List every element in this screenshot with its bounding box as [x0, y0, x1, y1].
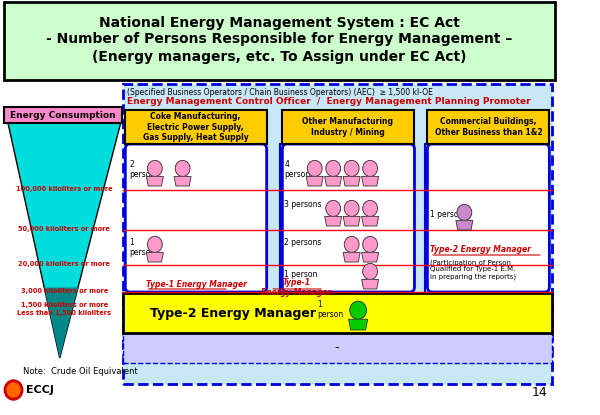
- Bar: [283, 110, 415, 144]
- Circle shape: [7, 383, 20, 397]
- Polygon shape: [362, 216, 379, 226]
- Polygon shape: [362, 176, 379, 186]
- Circle shape: [344, 200, 359, 216]
- Bar: [125, 110, 266, 144]
- Polygon shape: [343, 252, 360, 262]
- Text: 14: 14: [532, 386, 548, 398]
- Polygon shape: [146, 252, 163, 262]
- Text: 4
persons: 4 persons: [284, 160, 314, 179]
- Circle shape: [344, 161, 359, 176]
- Circle shape: [307, 161, 322, 176]
- Text: Coke Manufacturing,
Electric Power Supply,
Gas Supply, Heat Supply: Coke Manufacturing, Electric Power Suppl…: [143, 112, 248, 142]
- Polygon shape: [456, 220, 473, 230]
- Text: Other Manufacturing
Industry / Mining: Other Manufacturing Industry / Mining: [302, 117, 394, 137]
- Circle shape: [326, 200, 341, 216]
- Circle shape: [350, 301, 367, 319]
- Polygon shape: [44, 288, 78, 358]
- Text: Type-2 Energy Manager: Type-2 Energy Manager: [430, 245, 531, 254]
- Text: Commercial Buildings,
Other Business than 1&2: Commercial Buildings, Other Business tha…: [434, 117, 542, 137]
- Polygon shape: [362, 279, 379, 289]
- Text: Type-1 Energy Manager: Type-1 Energy Manager: [146, 280, 247, 289]
- Text: National Energy Management System : EC Act: National Energy Management System : EC A…: [99, 16, 460, 30]
- Bar: [122, 293, 552, 333]
- Bar: [427, 110, 550, 144]
- Bar: [122, 84, 552, 384]
- Text: 3,000 kiloliters or more: 3,000 kiloliters or more: [20, 288, 108, 294]
- Circle shape: [457, 205, 472, 220]
- Text: Energy Consumption: Energy Consumption: [10, 110, 115, 120]
- Text: 1
person: 1 person: [317, 300, 344, 320]
- Circle shape: [344, 237, 359, 252]
- Circle shape: [175, 161, 190, 176]
- Bar: [4, 2, 555, 80]
- Text: 50,000 kiloliters or more: 50,000 kiloliters or more: [19, 226, 110, 232]
- Text: 1 person: 1 person: [284, 270, 317, 279]
- Polygon shape: [343, 216, 360, 226]
- Polygon shape: [362, 252, 379, 262]
- FancyBboxPatch shape: [427, 144, 550, 292]
- Polygon shape: [174, 176, 191, 186]
- Polygon shape: [349, 319, 368, 330]
- Text: 2
persons: 2 persons: [129, 160, 159, 179]
- Text: 2 persons: 2 persons: [284, 238, 322, 247]
- Text: 1,500 kiloliters or more: 1,500 kiloliters or more: [21, 302, 108, 308]
- Polygon shape: [8, 123, 121, 358]
- FancyBboxPatch shape: [283, 144, 415, 292]
- Circle shape: [148, 161, 162, 176]
- Text: 1
person: 1 person: [129, 238, 155, 257]
- Circle shape: [363, 237, 377, 252]
- Circle shape: [363, 200, 377, 216]
- Text: - Number of Persons Responsible for Energy Management –: - Number of Persons Responsible for Ener…: [46, 32, 513, 46]
- Circle shape: [326, 161, 341, 176]
- Polygon shape: [343, 176, 360, 186]
- Text: (Energy managers, etc. To Assign under EC Act): (Energy managers, etc. To Assign under E…: [92, 50, 467, 64]
- Bar: [4, 107, 122, 123]
- Text: Note:  Crude Oil Equivalent: Note: Crude Oil Equivalent: [23, 367, 137, 376]
- Text: Energy Management Control Officer  /  Energy Management Planning Promoter: Energy Management Control Officer / Ener…: [127, 97, 531, 106]
- Text: ECCJ: ECCJ: [26, 385, 53, 395]
- Text: 1 person: 1 person: [430, 210, 464, 219]
- Text: 100,000 kiloliters or more: 100,000 kiloliters or more: [16, 186, 113, 192]
- Text: Type-2 Energy Manager: Type-2 Energy Manager: [151, 307, 316, 320]
- Text: Less than 1,500 kiloliters: Less than 1,500 kiloliters: [17, 310, 112, 316]
- Circle shape: [363, 264, 377, 279]
- Polygon shape: [306, 176, 323, 186]
- Polygon shape: [325, 216, 341, 226]
- Text: (Participation of Person
Qualified for Type-1 E.M.
in preparing the reports): (Participation of Person Qualified for T…: [430, 259, 517, 280]
- Text: 20,000 kiloliters or more: 20,000 kiloliters or more: [19, 261, 110, 267]
- Text: (Specified Business Operators / Chain Business Operators) (AEC)  ≥ 1,500 kl-OE: (Specified Business Operators / Chain Bu…: [127, 88, 433, 97]
- Polygon shape: [146, 176, 163, 186]
- Text: Type-1
Energy Manager: Type-1 Energy Manager: [261, 278, 331, 298]
- Circle shape: [148, 237, 162, 252]
- Text: -: -: [335, 342, 339, 354]
- Text: 3 persons: 3 persons: [284, 200, 322, 209]
- Polygon shape: [325, 176, 341, 186]
- Circle shape: [4, 380, 23, 400]
- Bar: [122, 333, 552, 363]
- FancyBboxPatch shape: [125, 144, 266, 292]
- Circle shape: [363, 161, 377, 176]
